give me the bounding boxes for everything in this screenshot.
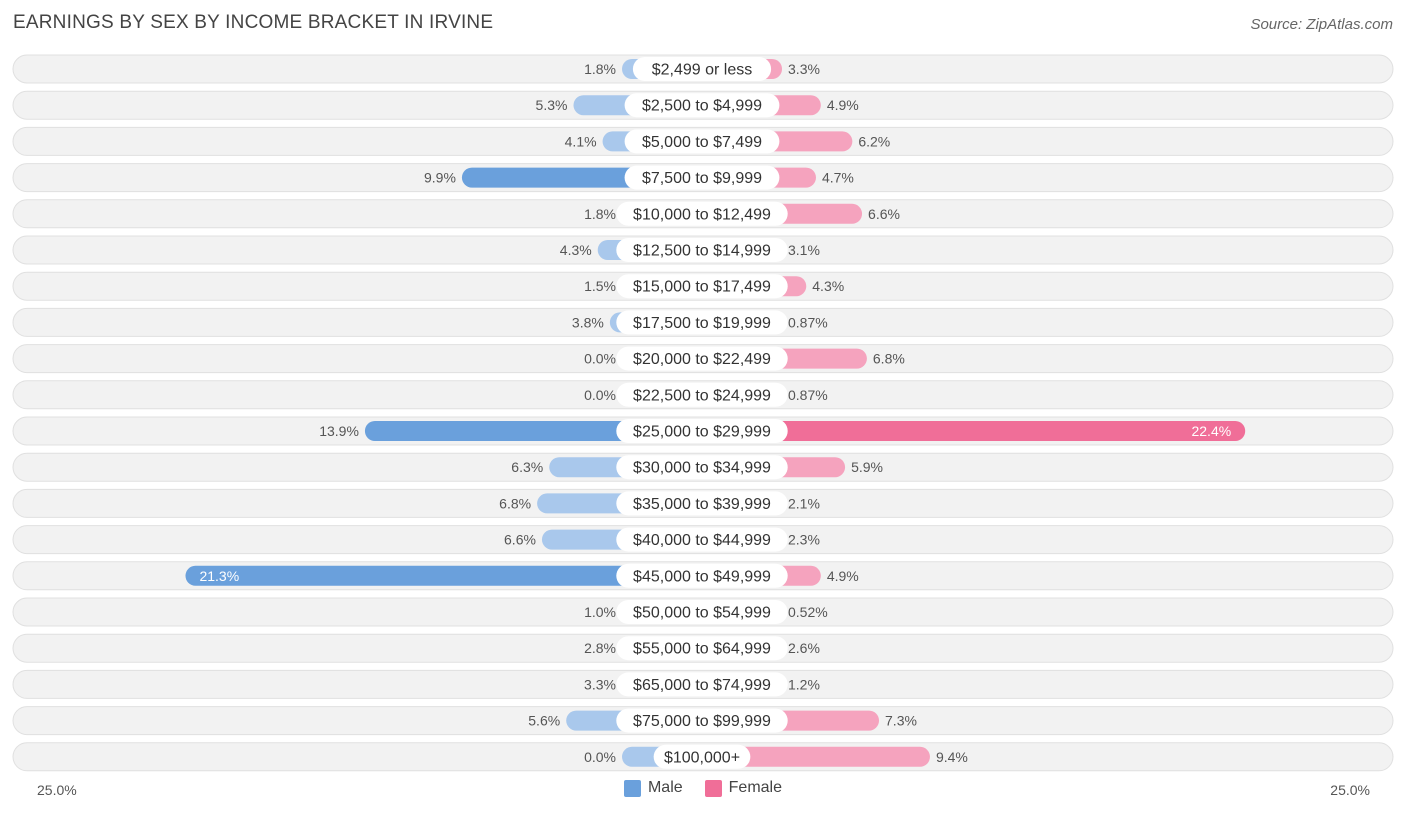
female-value-label: 0.52% [788,604,828,620]
female-value-label: 0.87% [788,387,828,403]
legend: Male Female [0,779,1406,797]
category-pill [616,636,788,661]
category-pill [616,600,788,624]
female-value-label: 6.6% [868,206,900,222]
category-label: $22,500 to $24,999 [633,387,771,404]
category-label: $100,000+ [664,749,740,766]
male-value-label: 6.8% [499,495,531,511]
male-value-label: 1.8% [584,61,616,77]
female-value-label: 3.3% [788,61,820,77]
category-pill [616,708,788,733]
male-value-label: 21.3% [199,568,239,584]
female-value-label: 6.2% [858,133,890,149]
axis-left-label: 25.0% [37,782,77,798]
category-label: $75,000 to $99,999 [633,713,771,730]
legend-item-male: Male [623,779,683,797]
male-value-label: 0.0% [584,351,616,367]
category-pill [616,382,788,407]
category-label: $20,000 to $22,499 [633,351,771,368]
male-value-label: 13.9% [319,423,359,439]
category-pill [616,672,788,697]
legend-swatch-male [623,779,641,797]
category-pill [616,563,788,588]
female-value-label: 4.7% [822,170,854,186]
chart-title: EARNINGS BY SEX BY INCOME BRACKET IN IRV… [13,12,494,33]
female-bar [692,421,1246,441]
female-value-label: 4.3% [812,278,844,294]
female-value-label: 2.1% [788,495,820,511]
female-value-label: 2.3% [788,532,820,548]
category-pill [616,201,788,226]
male-value-label: 1.8% [584,206,616,222]
category-label: $15,000 to $17,499 [633,279,771,296]
male-value-label: 4.1% [565,133,597,149]
category-pill [616,491,788,516]
source-label: Source: ZipAtlas.com [1250,16,1393,33]
female-value-label: 6.8% [873,351,905,367]
male-value-label: 3.8% [572,314,604,330]
male-value-label: 2.8% [584,640,616,656]
male-value-label: 5.3% [536,97,568,113]
male-value-label: 9.9% [424,170,456,186]
category-label: $2,500 to $4,999 [642,98,762,115]
female-value-label: 4.9% [827,568,859,584]
category-pill [616,274,788,299]
category-pill [632,57,772,81]
legend-swatch-female [704,779,722,797]
female-value-label: 22.4% [1191,423,1231,439]
category-label: $30,000 to $34,999 [633,460,771,477]
female-value-label: 9.4% [936,749,968,765]
legend-label-female: Female [728,779,783,796]
male-value-label: 0.0% [584,387,616,403]
male-value-label: 1.5% [584,278,616,294]
category-label: $35,000 to $39,999 [633,496,771,513]
category-label: $12,500 to $14,999 [633,243,771,260]
category-label: $7,500 to $9,999 [642,170,762,187]
category-pill [616,527,788,552]
female-value-label: 1.2% [788,676,820,692]
female-bar [692,746,930,767]
legend-label-male: Male [647,779,683,796]
female-value-label: 0.87% [788,314,828,330]
category-label: $65,000 to $74,999 [633,677,771,694]
category-pill [624,165,780,190]
category-pill [616,238,788,262]
female-value-label: 5.9% [851,459,883,475]
category-label: $50,000 to $54,999 [633,605,771,622]
male-value-label: 3.3% [584,676,616,692]
category-pill [616,310,788,335]
male-value-label: 6.6% [504,532,536,548]
category-label: $17,500 to $19,999 [633,315,771,332]
category-pill [616,419,788,443]
category-pill [616,346,788,371]
male-value-label: 4.3% [560,242,592,258]
category-label: $25,000 to $29,999 [633,424,771,441]
female-value-label: 4.9% [827,97,859,113]
male-value-label: 1.0% [584,604,616,620]
female-value-label: 7.3% [885,713,917,729]
male-value-label: 6.3% [511,459,543,475]
female-value-label: 2.6% [788,640,820,656]
category-label: $2,499 or less [652,62,753,79]
category-pill [616,455,788,480]
category-pill [653,744,751,769]
category-label: $10,000 to $12,499 [633,206,771,223]
legend-item-female: Female [704,779,783,797]
category-label: $5,000 to $7,499 [642,134,762,151]
male-bar [185,565,713,586]
category-pill [624,93,780,118]
category-pill [624,129,780,154]
category-label: $40,000 to $44,999 [633,532,771,549]
female-value-label: 3.1% [788,242,820,258]
male-value-label: 5.6% [528,713,560,729]
axis-right-label: 25.0% [1330,782,1370,798]
male-value-label: 0.0% [584,749,616,765]
category-label: $55,000 to $64,999 [633,641,771,658]
category-label: $45,000 to $49,999 [633,568,771,585]
